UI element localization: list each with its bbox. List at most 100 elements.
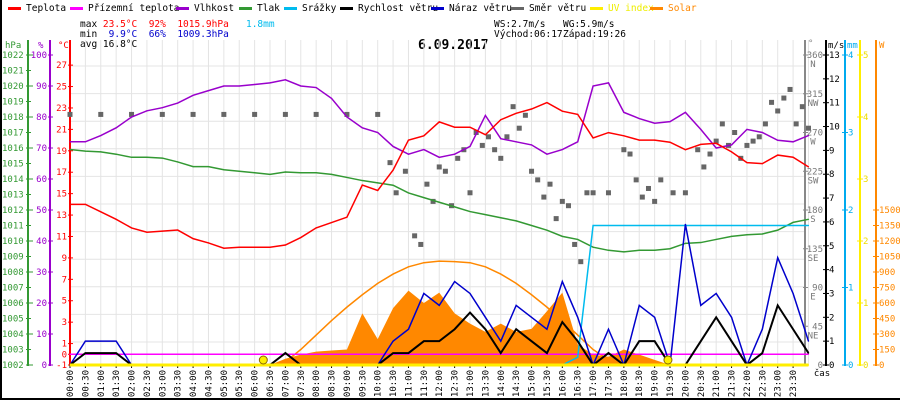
series-solar-max-point xyxy=(330,319,333,322)
series-teplota-point xyxy=(500,119,502,121)
x-tick-label: 17:30 xyxy=(604,370,614,397)
series-prizemni-teplota-point xyxy=(377,353,379,355)
series-vlhkost-point xyxy=(484,114,486,117)
direction-point xyxy=(750,138,756,144)
series-tlak-point xyxy=(469,210,471,213)
series-uv-index-point xyxy=(777,364,779,366)
direction-point xyxy=(621,147,627,153)
direction-point xyxy=(418,241,424,247)
series-naraz-vetru-point xyxy=(84,340,86,342)
series-vlhkost-point xyxy=(807,135,810,137)
series-teplota-point xyxy=(115,218,117,220)
pressure-tick: 1006 xyxy=(2,299,24,309)
uv-tick: 2 xyxy=(863,237,868,247)
legend-prizemni-teplota: Přízemní teplota xyxy=(70,3,180,14)
uv-tick: 4 xyxy=(863,113,868,123)
series-rychlost-vetru-point xyxy=(392,352,394,354)
series-prizemni-teplota-point xyxy=(238,353,240,355)
series-solar-area xyxy=(70,290,809,365)
series-solar-max-point xyxy=(607,359,610,361)
stats-ws: WS:2.7m/s xyxy=(494,19,546,30)
series-prizemni-teplota-point xyxy=(192,353,194,355)
legend-smer-vetru: Směr větru xyxy=(511,3,586,14)
series-rychlost-vetru-point xyxy=(530,340,533,342)
temperature-tick: 13 xyxy=(56,211,67,221)
humidity-tick: 70 xyxy=(36,144,47,154)
wind-unit: m/s xyxy=(828,41,844,51)
series-teplota-point xyxy=(146,231,148,233)
series-tlak-point xyxy=(361,179,363,182)
pressure-tick: 1018 xyxy=(2,113,24,123)
temperature-tick: 21 xyxy=(56,125,67,135)
series-tlak-point xyxy=(146,156,148,158)
series-uv-index-point xyxy=(223,364,225,366)
series-uv-index-point xyxy=(392,364,394,366)
series-vlhkost-point xyxy=(700,128,702,130)
wind-tick: 13 xyxy=(829,51,840,61)
series-uv-index-point xyxy=(315,364,317,366)
wind-tick: 2 xyxy=(829,313,834,323)
series-teplota-point xyxy=(669,141,671,143)
series-uv-index-point xyxy=(300,364,302,366)
series-vlhkost-point xyxy=(238,85,240,87)
sun-event-marker xyxy=(663,355,673,365)
series-tlak-point xyxy=(592,246,594,248)
direction-tick: 0 xyxy=(818,361,823,371)
direction-tick: 180 xyxy=(807,206,823,216)
series-naraz-vetru-point xyxy=(392,340,394,342)
series-uv-index-point xyxy=(807,364,810,366)
series-vlhkost-point xyxy=(269,82,271,84)
stats-min: min 9.9°C 66% 1009.3hPa xyxy=(80,29,229,40)
series-naraz-vetru-point xyxy=(500,340,502,342)
x-tick-label: 03:00 xyxy=(158,370,168,397)
direction-point xyxy=(541,194,547,200)
series-uv-index-point xyxy=(469,364,471,366)
direction-point xyxy=(793,121,799,127)
series-teplota-point xyxy=(238,246,240,248)
direction-point xyxy=(701,164,707,170)
series-naraz-vetru-point xyxy=(684,223,687,225)
series-tlak-point xyxy=(777,229,779,231)
direction-point xyxy=(547,181,553,187)
series-prizemni-teplota-point xyxy=(177,353,179,355)
pressure-tick: 1007 xyxy=(2,284,24,294)
x-tick-label: 04:30 xyxy=(204,370,214,397)
x-tick-label: 08:30 xyxy=(328,370,338,397)
series-vlhkost-point xyxy=(669,121,671,123)
series-rychlost-vetru-point xyxy=(115,352,117,354)
series-vlhkost-point xyxy=(423,148,425,151)
temperature-tick: 19 xyxy=(56,147,67,157)
x-axis-label: čas xyxy=(814,368,830,379)
series-naraz-vetru-point xyxy=(423,292,425,295)
direction-point xyxy=(393,190,399,196)
wind-tick: 7 xyxy=(829,194,834,204)
x-tick-label: 18:00 xyxy=(620,370,630,397)
series-vlhkost-point xyxy=(100,135,102,137)
stats-wg: WG:5.9m/s xyxy=(563,19,615,30)
direction-point xyxy=(719,121,725,127)
legend-swatch xyxy=(176,7,189,10)
series-prizemni-teplota-point xyxy=(792,353,794,355)
series-naraz-vetru-point xyxy=(777,257,779,259)
series-uv-index-point xyxy=(115,364,117,366)
direction-label: SW xyxy=(808,176,819,186)
series-prizemni-teplota-point xyxy=(438,353,440,355)
x-tick-label: 08:00 xyxy=(312,370,322,397)
chart-title: 6.09.2017 xyxy=(418,38,489,53)
series-teplota-point xyxy=(361,184,363,186)
direction-point xyxy=(430,198,436,204)
series-solar-max-point xyxy=(284,361,286,363)
series-solar-max-point xyxy=(530,294,533,296)
series-uv-index-point xyxy=(361,364,363,366)
x-tick-label: 00:00 xyxy=(66,370,76,397)
direction-point xyxy=(467,190,473,196)
series-tlak-point xyxy=(561,235,563,237)
series-rychlost-vetru-point xyxy=(730,340,733,342)
series-tlak-point xyxy=(546,229,548,231)
x-tick-label: 21:30 xyxy=(728,370,738,397)
series-tlak-point xyxy=(223,169,225,171)
series-tlak-point xyxy=(238,170,240,172)
series-vlhkost-point xyxy=(530,144,533,146)
rain-tick: 1 xyxy=(848,284,853,294)
series-rychlost-vetru-point xyxy=(792,328,794,330)
